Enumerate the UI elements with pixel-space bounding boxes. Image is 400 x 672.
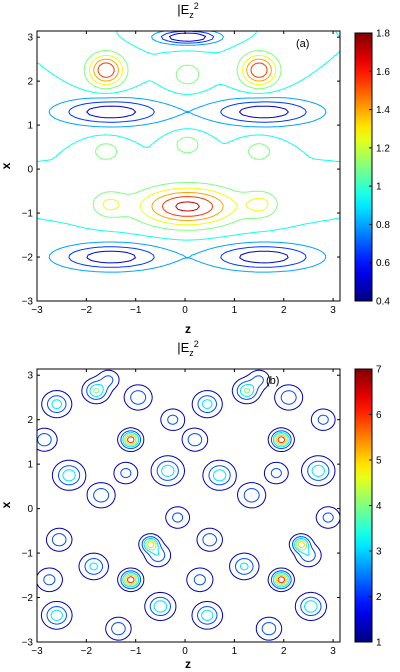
chart-a-contour-level-3 — [36, 30, 341, 241]
chart-b-ylabel: x — [0, 501, 13, 508]
chart-b-ytick-label: 1 — [27, 460, 33, 471]
chart-a-title: |Ez2 — [177, 1, 199, 20]
chart-b-contour-level-3 — [93, 387, 308, 587]
chart-a-contours — [36, 30, 341, 273]
chart-a-contour-level-4 — [83, 50, 282, 231]
chart-b-frame — [36, 368, 341, 643]
chart-a: |Ez2 −3 −2 −1 0 1 2 3 −3 −2 −1 0 1 2 3 (a) z x 0.4 0.6… — [0, 1, 390, 336]
chart-b-xtick-label: −1 — [130, 646, 142, 657]
chart-a-colorbar-tick-label: 1.4 — [376, 105, 390, 116]
chart-b-ytick-label: 3 — [27, 371, 33, 382]
chart-b-xtick-label: −2 — [81, 646, 93, 657]
chart-b-title: |Ez2 — [177, 339, 199, 358]
chart-b-xtick-label: 2 — [281, 646, 287, 657]
chart-a-colorbar-tick-label: 0.6 — [376, 258, 390, 269]
chart-b-colorbar-tick-label: 6 — [376, 410, 382, 421]
chart-b-colorbar-tick-label: 2 — [376, 592, 382, 603]
chart-a-ticks: −3 −2 −1 0 1 2 3 −3 −2 −1 0 1 2 3 — [22, 31, 340, 316]
chart-a-xtick-label: 1 — [232, 305, 238, 316]
chart-b-ytick-label: 2 — [27, 415, 33, 426]
chart-a-ytick-label: 0 — [27, 165, 33, 176]
chart-b-panel-label: (b) — [266, 375, 279, 387]
chart-a-xtick-label: 3 — [330, 305, 336, 316]
chart-a-xtick-label: 0 — [182, 305, 188, 316]
chart-a-colorbar-tick-label: 1.8 — [376, 29, 390, 40]
chart-b-ytick-label: −2 — [22, 593, 34, 604]
chart-b-colorbar: 1 2 3 4 5 6 7 — [354, 365, 382, 649]
chart-b-colorbar-tick-label: 7 — [376, 365, 382, 376]
chart-a-xtick-label: −1 — [130, 305, 142, 316]
chart-a-contour-level-6 — [93, 58, 272, 221]
chart-b: |Ez2 −3 −2 −1 0 1 2 3 −3 −2 −1 0 1 2 3 (b) z x 1 2 3 4 5 6… — [0, 339, 382, 671]
chart-b-colorbar-tick-label: 4 — [376, 501, 382, 512]
chart-a-ytick-label: −1 — [22, 209, 34, 220]
chart-a-xlabel: z — [185, 322, 191, 336]
chart-a-contour-level-2 — [48, 30, 327, 273]
chart-b-ytick-label: −3 — [22, 638, 34, 649]
chart-b-xlabel: z — [185, 657, 191, 671]
chart-b-xtick-label: −3 — [31, 646, 43, 657]
chart-a-ytick-label: 2 — [27, 77, 33, 88]
chart-b-contours — [36, 369, 341, 641]
chart-a-colorbar-tick-label: 0.4 — [376, 297, 390, 308]
chart-a-ylabel: x — [0, 162, 13, 169]
chart-b-contour-level-0 — [36, 369, 341, 641]
chart-b-contour-level-5 — [127, 436, 286, 584]
chart-a-xtick-label: 2 — [281, 305, 287, 316]
chart-a-ytick-label: 3 — [27, 33, 33, 44]
chart-a-xtick-label: −2 — [81, 305, 93, 316]
chart-b-contour-level-2 — [50, 384, 325, 621]
chart-a-colorbar: 0.4 0.6 0.8 1 1.2 1.4 1.6 1.8 — [354, 29, 390, 308]
chart-a-colorbar-tick-label: 0.8 — [376, 220, 390, 231]
chart-a-colorbar-strip — [354, 32, 373, 302]
chart-b-ticks: −3 −2 −1 0 1 2 3 −3 −2 −1 0 1 2 3 — [22, 369, 340, 657]
chart-b-contour-level-4 — [125, 434, 305, 585]
chart-a-colorbar-tick-label: 1.6 — [376, 67, 390, 78]
chart-b-contour-level-1 — [37, 375, 334, 636]
chart-a-ytick-label: −3 — [22, 297, 34, 308]
chart-b-xtick-label: 3 — [330, 646, 336, 657]
chart-b-colorbar-tick-label: 3 — [376, 547, 382, 558]
chart-a-colorbar-tick-label: 1.2 — [376, 143, 390, 154]
chart-b-xtick-label: 0 — [182, 646, 188, 657]
chart-a-ytick-label: −2 — [22, 253, 34, 264]
chart-a-ytick-label: 1 — [27, 121, 33, 132]
chart-b-xtick-label: 1 — [232, 646, 238, 657]
chart-a-contour-level-1 — [68, 30, 307, 268]
chart-b-colorbar-tick-label: 1 — [376, 638, 382, 649]
chart-b-ytick-label: −1 — [22, 549, 34, 560]
chart-b-ytick-label: 0 — [27, 504, 33, 515]
chart-a-panel-label: (a) — [296, 38, 309, 50]
chart-a-colorbar-tick-label: 1 — [376, 182, 382, 193]
chart-a-frame — [36, 30, 341, 302]
chart-a-xtick-label: −3 — [31, 305, 43, 316]
chart-a-contour-level-0 — [86, 32, 289, 264]
chart-a-contour-level-8 — [175, 201, 200, 212]
chart-a-contour-level-5 — [89, 54, 277, 226]
chart-a-contour-level-7 — [97, 62, 268, 217]
chart-b-colorbar-tick-label: 5 — [376, 456, 382, 467]
